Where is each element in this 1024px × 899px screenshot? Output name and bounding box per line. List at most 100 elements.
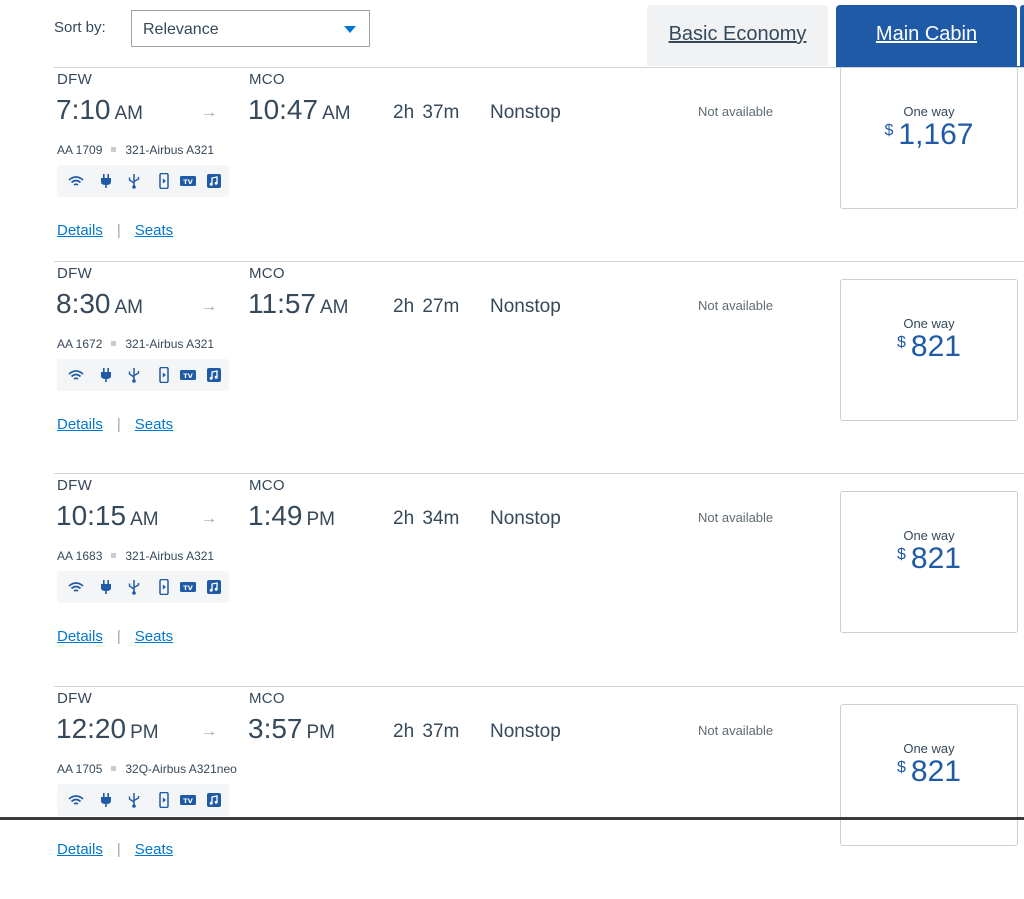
link-separator: | <box>116 222 121 239</box>
tv-icon: TV <box>179 173 197 189</box>
usb-icon <box>125 579 143 595</box>
seats-link[interactable]: Seats <box>134 628 174 645</box>
arrive-ampm: AM <box>322 103 351 124</box>
flight-duration: 2h 37m <box>393 721 460 742</box>
main-cabin-fare-button[interactable]: One way $821 <box>840 279 1018 421</box>
flight-row: DFW 10:15 AM → MCO 1:49 PM 2h 34m Nonstop Not ava… <box>0 473 1024 686</box>
origin-code: DFW <box>57 71 93 88</box>
stops-label: Nonstop <box>490 296 561 317</box>
device-entertainment-icon <box>155 578 173 596</box>
arrive-ampm: PM <box>306 722 336 743</box>
fare-label: One way <box>903 316 955 331</box>
link-separator: | <box>116 628 121 645</box>
depart-ampm: AM <box>114 297 144 318</box>
wifi-icon <box>67 173 85 189</box>
stops-label: Nonstop <box>490 102 561 123</box>
tab-basic-economy[interactable]: Basic Economy <box>647 5 828 66</box>
origin-code: DFW <box>57 265 93 282</box>
amenities-bar: TV <box>57 165 229 197</box>
device-entertainment-icon <box>155 172 173 190</box>
stops-label: Nonstop <box>490 721 561 742</box>
basic-economy-fare: Not available <box>698 510 774 525</box>
sort-select-value: Relevance <box>143 21 219 38</box>
power-outlet-icon <box>97 792 115 808</box>
basic-economy-fare: Not available <box>698 104 774 119</box>
arrow-right-icon: → <box>201 723 217 740</box>
arrive-time-value: 10:47 <box>248 94 319 125</box>
music-icon <box>205 367 223 383</box>
flight-number: AA 1683 <box>57 549 103 563</box>
main-cabin-fare-button[interactable]: One way $821 <box>840 704 1018 846</box>
depart-ampm: PM <box>130 722 159 743</box>
basic-economy-fare: Not available <box>698 298 774 313</box>
price-value: 821 <box>910 542 961 575</box>
flight-duration: 2h 27m <box>393 296 460 317</box>
sort-select[interactable]: Relevance <box>131 10 370 47</box>
aircraft-type: 321-Airbus A321 <box>125 337 215 351</box>
dest-code: MCO <box>249 690 285 707</box>
fare-label: One way <box>903 741 955 756</box>
depart-time-value: 8:30 <box>56 288 111 319</box>
flight-row: DFW 7:10 AM → MCO 10:47 AM 2h 37m Nonstop Not ava… <box>0 67 1024 280</box>
flight-number: AA 1672 <box>57 337 103 351</box>
power-outlet-icon <box>97 173 115 189</box>
currency-symbol: $ <box>897 759 906 776</box>
details-link[interactable]: Details <box>57 841 103 858</box>
flight-info: AA 1709 321-Airbus A321 <box>57 143 214 157</box>
svg-text:TV: TV <box>183 178 192 186</box>
tv-icon: TV <box>179 579 197 595</box>
link-separator: | <box>116 416 121 433</box>
tv-icon: TV <box>179 792 197 808</box>
depart-time: 10:15 AM <box>56 500 159 532</box>
dest-code: MCO <box>249 265 285 282</box>
details-link[interactable]: Details <box>57 628 103 645</box>
tab-main-cabin[interactable]: Main Cabin <box>836 5 1017 66</box>
depart-ampm: AM <box>130 509 159 530</box>
price-value: 821 <box>910 755 961 788</box>
row-links: Details | Seats <box>57 628 173 645</box>
aircraft-type: 32Q-Airbus A321neo <box>125 762 237 776</box>
wifi-icon <box>67 579 85 595</box>
price-value: 821 <box>910 330 961 363</box>
svg-text:TV: TV <box>183 797 192 805</box>
device-entertainment-icon <box>155 791 173 809</box>
aircraft-type: 321-Airbus A321 <box>125 143 215 157</box>
seats-link[interactable]: Seats <box>134 222 174 239</box>
row-divider <box>54 261 1024 262</box>
fare-label: One way <box>903 528 955 543</box>
row-links: Details | Seats <box>57 841 173 858</box>
arrow-right-icon: → <box>201 104 217 121</box>
amenities-bar: TV <box>57 784 229 816</box>
music-icon <box>205 173 223 189</box>
currency-symbol: $ <box>897 546 906 563</box>
arrive-time: 11:57 AM <box>248 288 349 320</box>
arrive-time: 1:49 PM <box>248 500 335 532</box>
row-divider <box>54 473 1024 474</box>
currency-symbol: $ <box>884 122 894 139</box>
details-link[interactable]: Details <box>57 222 103 239</box>
flight-number: AA 1709 <box>57 143 103 157</box>
arrive-time-value: 11:57 <box>248 288 316 319</box>
seats-link[interactable]: Seats <box>134 416 174 433</box>
arrive-ampm: PM <box>306 509 336 530</box>
device-entertainment-icon <box>155 366 173 384</box>
tab-next-partial[interactable] <box>1020 5 1024 66</box>
flight-duration: 2h 37m <box>393 102 460 123</box>
depart-time-value: 10:15 <box>56 500 127 531</box>
music-icon <box>205 579 223 595</box>
origin-code: DFW <box>57 690 93 707</box>
fare-label: One way <box>903 104 955 119</box>
wifi-icon <box>67 367 85 383</box>
svg-text:TV: TV <box>183 372 192 380</box>
flight-row: DFW 8:30 AM → MCO 11:57 AM 2h 27m Nonstop Not ava… <box>0 261 1024 474</box>
main-cabin-fare-button[interactable]: One way $1,167 <box>840 67 1018 209</box>
depart-time-value: 7:10 <box>56 94 111 125</box>
fare-price: $821 <box>841 330 1017 364</box>
main-cabin-fare-button[interactable]: One way $821 <box>840 491 1018 633</box>
aircraft-type: 321-Airbus A321 <box>125 549 215 563</box>
row-links: Details | Seats <box>57 416 173 433</box>
fare-price: $821 <box>841 542 1017 576</box>
flight-info: AA 1705 32Q-Airbus A321neo <box>57 762 237 776</box>
details-link[interactable]: Details <box>57 416 103 433</box>
seats-link[interactable]: Seats <box>134 841 174 858</box>
